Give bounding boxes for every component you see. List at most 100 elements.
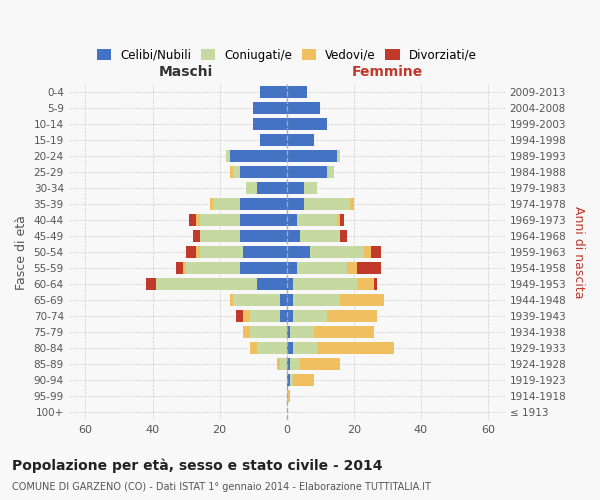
Bar	[337, 214, 340, 226]
Bar	[364, 246, 371, 258]
Bar	[243, 326, 250, 338]
Bar	[350, 198, 354, 210]
Bar	[297, 214, 337, 226]
Bar	[200, 214, 240, 226]
Bar	[253, 118, 287, 130]
Bar	[280, 310, 287, 322]
Bar	[233, 294, 280, 306]
Y-axis label: Anni di nascita: Anni di nascita	[572, 206, 585, 298]
Bar	[287, 150, 337, 162]
Text: Femmine: Femmine	[352, 66, 423, 80]
Bar	[337, 150, 340, 162]
Bar	[213, 198, 240, 210]
Bar	[287, 118, 327, 130]
Bar	[183, 262, 186, 274]
Bar	[297, 262, 347, 274]
Bar	[250, 310, 280, 322]
Bar	[200, 246, 243, 258]
Bar	[340, 230, 347, 242]
Bar	[196, 214, 200, 226]
Bar	[250, 326, 287, 338]
Bar	[243, 246, 287, 258]
Bar	[293, 310, 327, 322]
Bar	[260, 134, 287, 146]
Bar	[186, 246, 196, 258]
Bar	[193, 230, 200, 242]
Bar	[260, 86, 287, 98]
Bar	[243, 310, 250, 322]
Bar	[250, 342, 257, 354]
Bar	[293, 278, 357, 290]
Text: Popolazione per età, sesso e stato civile - 2014: Popolazione per età, sesso e stato civil…	[12, 458, 383, 473]
Bar	[287, 86, 307, 98]
Bar	[293, 294, 340, 306]
Bar	[233, 166, 240, 178]
Bar	[371, 246, 380, 258]
Bar	[357, 262, 380, 274]
Bar	[287, 134, 314, 146]
Bar	[287, 246, 310, 258]
Bar	[293, 342, 317, 354]
Bar	[327, 166, 334, 178]
Bar	[304, 182, 317, 194]
Bar	[340, 214, 344, 226]
Bar	[253, 102, 287, 114]
Bar	[156, 278, 257, 290]
Bar	[240, 166, 287, 178]
Bar	[257, 182, 287, 194]
Bar	[340, 294, 384, 306]
Bar	[287, 182, 304, 194]
Bar	[293, 374, 314, 386]
Bar	[314, 326, 374, 338]
Bar	[287, 326, 290, 338]
Bar	[209, 198, 213, 210]
Bar	[287, 262, 297, 274]
Bar	[257, 342, 287, 354]
Bar	[374, 278, 377, 290]
Legend: Celibi/Nubili, Coniugati/e, Vedovi/e, Divorziati/e: Celibi/Nubili, Coniugati/e, Vedovi/e, Di…	[94, 46, 479, 64]
Bar	[304, 198, 350, 210]
Bar	[357, 278, 374, 290]
Bar	[290, 358, 300, 370]
Text: Maschi: Maschi	[159, 66, 213, 80]
Bar	[300, 358, 340, 370]
Bar	[280, 294, 287, 306]
Bar	[247, 182, 257, 194]
Bar	[290, 374, 293, 386]
Y-axis label: Fasce di età: Fasce di età	[15, 214, 28, 290]
Bar	[287, 294, 293, 306]
Bar	[240, 198, 287, 210]
Bar	[290, 326, 314, 338]
Bar	[230, 294, 233, 306]
Bar	[176, 262, 183, 274]
Bar	[347, 262, 357, 274]
Bar	[287, 214, 297, 226]
Bar	[327, 310, 377, 322]
Bar	[257, 278, 287, 290]
Bar	[300, 230, 340, 242]
Bar	[146, 278, 156, 290]
Bar	[226, 150, 230, 162]
Bar	[287, 230, 300, 242]
Bar	[310, 246, 364, 258]
Bar	[287, 102, 320, 114]
Bar	[280, 358, 287, 370]
Bar	[196, 246, 200, 258]
Bar	[186, 262, 240, 274]
Bar	[230, 150, 287, 162]
Bar	[287, 390, 290, 402]
Bar	[236, 310, 243, 322]
Bar	[190, 214, 196, 226]
Text: COMUNE DI GARZENO (CO) - Dati ISTAT 1° gennaio 2014 - Elaborazione TUTTITALIA.IT: COMUNE DI GARZENO (CO) - Dati ISTAT 1° g…	[12, 482, 431, 492]
Bar	[317, 342, 394, 354]
Bar	[287, 358, 290, 370]
Bar	[240, 230, 287, 242]
Bar	[287, 198, 304, 210]
Bar	[287, 342, 293, 354]
Bar	[287, 278, 293, 290]
Bar	[277, 358, 280, 370]
Bar	[287, 166, 327, 178]
Bar	[287, 374, 290, 386]
Bar	[240, 262, 287, 274]
Bar	[287, 310, 293, 322]
